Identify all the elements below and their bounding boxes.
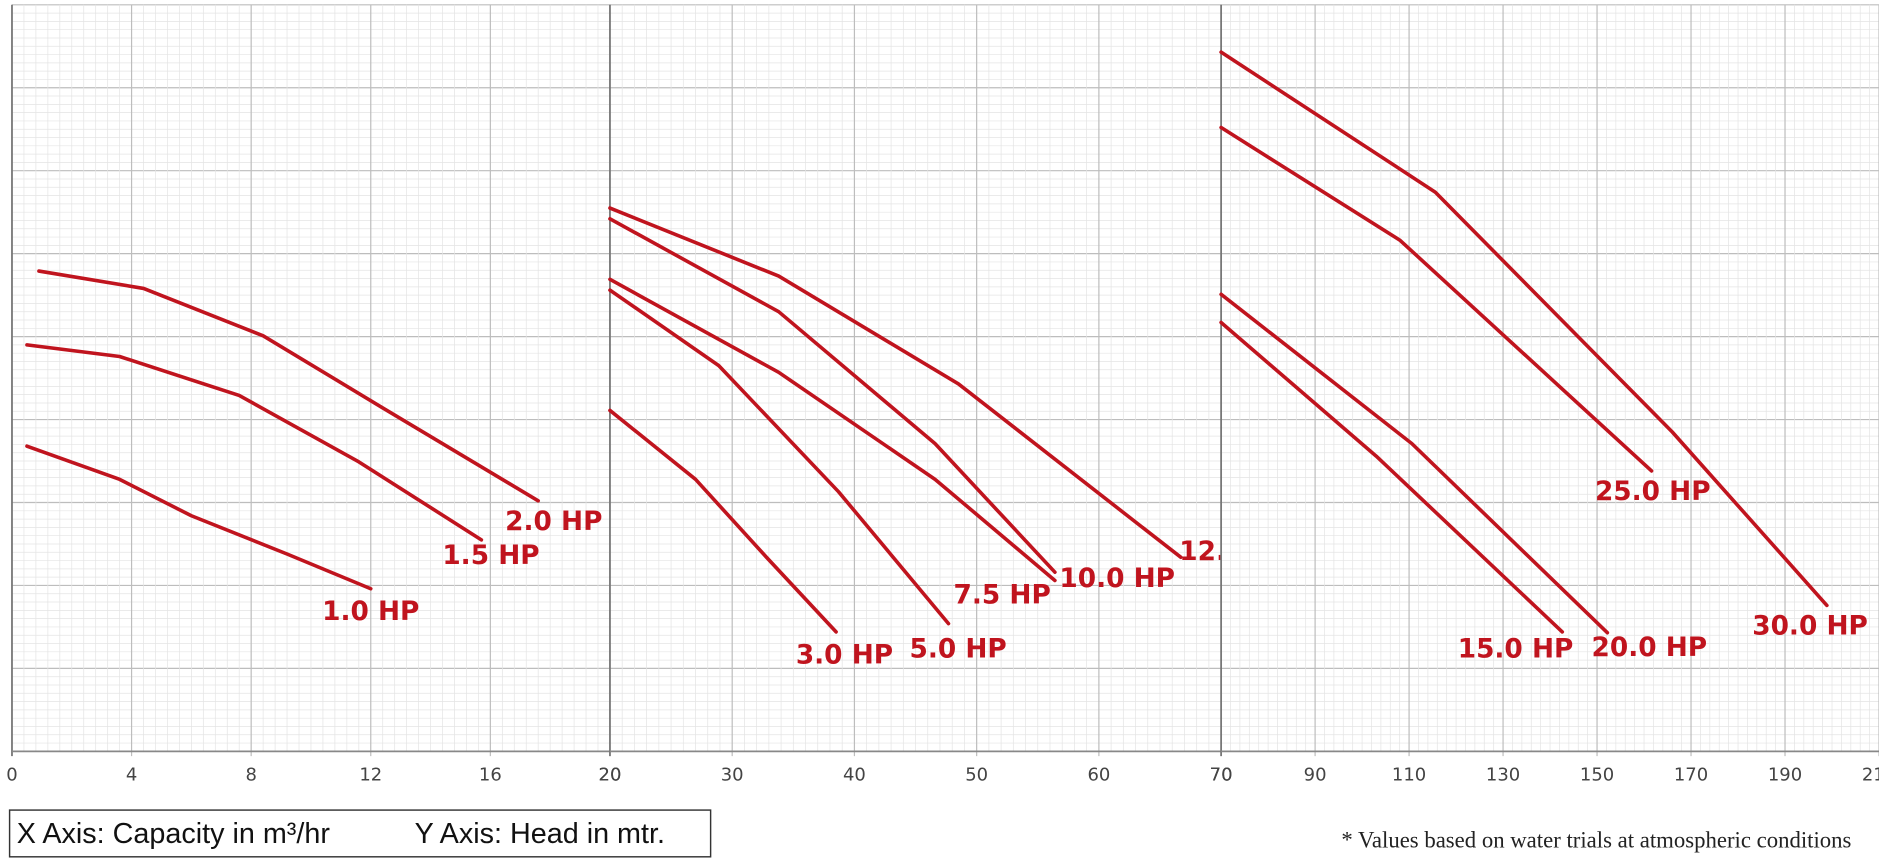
x-tick-label: 20 bbox=[599, 764, 622, 785]
x-tick-label: 12 bbox=[359, 764, 382, 785]
x-tick-label: 8 bbox=[245, 764, 256, 785]
curve bbox=[608, 288, 951, 626]
x-tick-label: 130 bbox=[1486, 764, 1520, 785]
curve bbox=[1219, 320, 1565, 634]
x-tick-label: 190 bbox=[1768, 764, 1802, 785]
axis-note-box bbox=[8, 809, 712, 858]
curve-label: 2.0 HP bbox=[505, 507, 602, 537]
curve-label: 5.0 HP bbox=[909, 634, 1006, 664]
curve-label: 20.0 HP bbox=[1592, 633, 1708, 663]
curve-label: 25.0 HP bbox=[1595, 477, 1711, 507]
curve bbox=[1219, 292, 1610, 635]
x-tick-label: 0 bbox=[6, 764, 17, 785]
curve-label: 30.0 HP bbox=[1752, 611, 1868, 641]
x-tick-label: 150 bbox=[1580, 764, 1614, 785]
curve-label: 3.0 HP bbox=[796, 640, 893, 670]
x-tick-label: 90 bbox=[1304, 764, 1327, 785]
x-tick-label: 50 bbox=[965, 764, 988, 785]
x-tick-label: 40 bbox=[843, 764, 866, 785]
curve-label: 1.5 HP bbox=[442, 541, 539, 571]
x-tick-label: 60 bbox=[1087, 764, 1110, 785]
footnote: * Values based on water trials at atmosp… bbox=[1341, 828, 1851, 853]
curve bbox=[608, 277, 1057, 583]
curve bbox=[608, 408, 838, 634]
x-axis-note: X Axis: Capacity in m³/hr bbox=[17, 818, 331, 850]
curve-label: 1.0 HP bbox=[322, 597, 419, 627]
x-tick-label: 210 bbox=[1862, 764, 1879, 785]
curve bbox=[608, 217, 1057, 575]
curve bbox=[1219, 50, 1829, 608]
curve-label: 15.0 HP bbox=[1458, 634, 1574, 664]
curve bbox=[1219, 125, 1654, 473]
curve bbox=[37, 269, 540, 503]
x-tick-label: 4 bbox=[126, 764, 137, 785]
curve bbox=[608, 206, 1183, 560]
y-axis-note: Y Axis: Head in mtr. bbox=[415, 818, 665, 850]
x-tick-label: 16 bbox=[479, 764, 502, 785]
curve-label: 7.5 HP bbox=[954, 581, 1051, 611]
curve bbox=[25, 444, 373, 591]
x-tick-label: 70 bbox=[1210, 764, 1233, 785]
curve bbox=[25, 343, 484, 542]
x-tick-label: 70 bbox=[1210, 764, 1233, 785]
x-tick-label: 110 bbox=[1392, 764, 1426, 785]
x-tick-label: 170 bbox=[1674, 764, 1708, 785]
curve-label: 10.0 HP bbox=[1059, 564, 1175, 594]
x-tick-label: 20 bbox=[599, 764, 622, 785]
x-tick-label: 30 bbox=[721, 764, 744, 785]
